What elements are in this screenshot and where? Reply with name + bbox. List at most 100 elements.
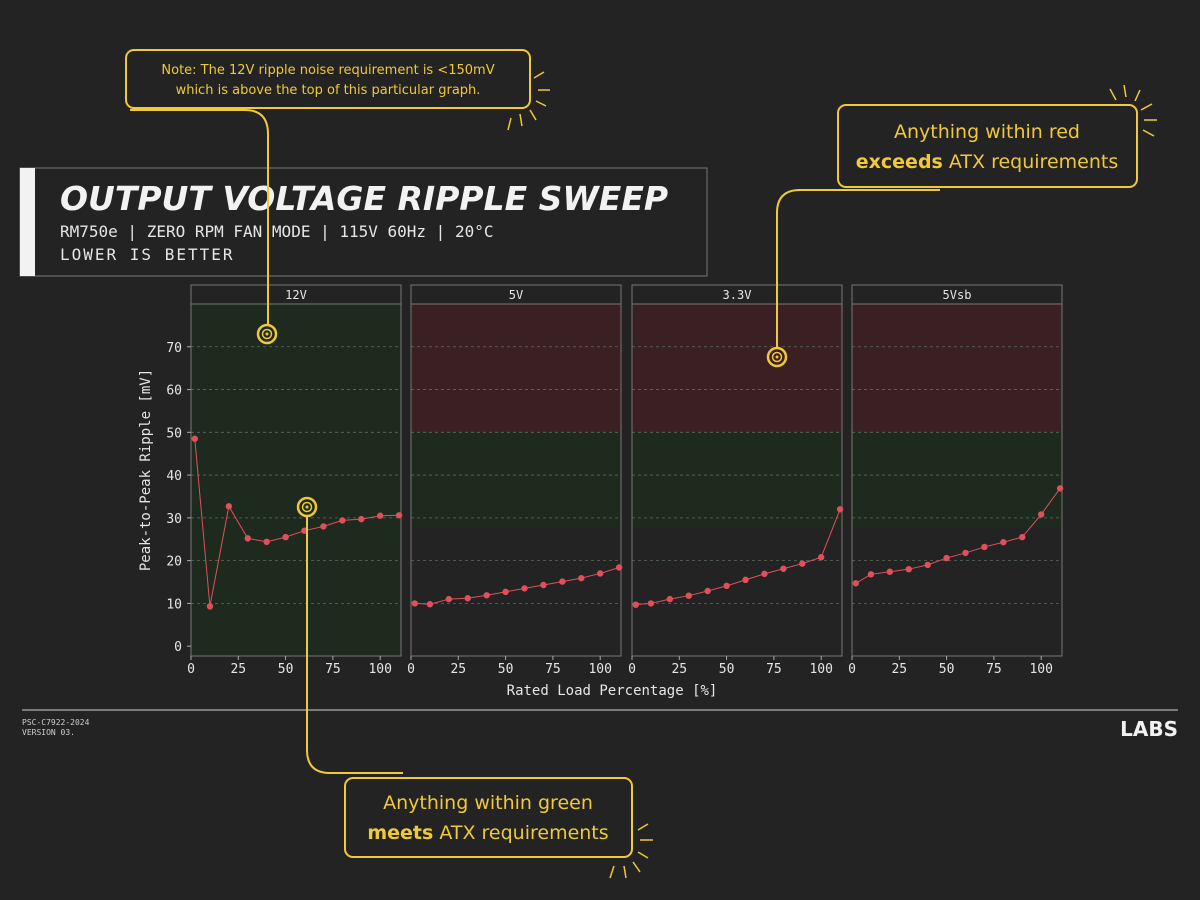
data-point (426, 601, 434, 608)
red-callout-line-2: exceeds ATX requirements (856, 151, 1118, 173)
data-point (559, 578, 566, 585)
data-point (704, 587, 711, 595)
data-point (1000, 539, 1007, 546)
y-tick-label: 60 (166, 384, 182, 399)
green-callout-rest: ATX requirements (433, 822, 608, 844)
panel-frame (851, 303, 1063, 657)
title-block: OUTPUT VOLTAGE RIPPLE SWEEP RM750e | ZER… (19, 167, 708, 277)
data-point (282, 533, 289, 541)
panel-frame (190, 303, 402, 657)
red-zone-callout: Anything within red exceeds ATX requirem… (837, 84, 1157, 188)
data-point (836, 506, 844, 513)
x-tick-label: 25 (891, 662, 907, 677)
data-point (376, 512, 384, 519)
sparkle-icon (507, 71, 550, 131)
title-accent-bar (20, 168, 35, 276)
red-callout-rest: ATX requirements (943, 151, 1118, 173)
green-connector (306, 517, 403, 774)
green-callout-line-1: Anything within green (383, 792, 593, 814)
data-point (502, 588, 509, 596)
note-callout: Note: The 12V ripple noise requirement i… (125, 49, 550, 131)
chart-note: LOWER IS BETTER (60, 245, 235, 264)
data-point (886, 568, 894, 575)
data-point (632, 601, 639, 608)
data-point (395, 512, 403, 519)
x-tick-label: 75 (325, 662, 341, 677)
panel-title: 12V (285, 288, 307, 302)
data-point (1056, 485, 1064, 492)
x-tick-label: 25 (671, 662, 687, 677)
green-callout-bold: meets (367, 822, 433, 844)
data-point (799, 560, 806, 567)
green-zone-callout: Anything within green meets ATX requirem… (344, 777, 653, 879)
fail-zone (411, 304, 621, 433)
panel-title: 5V (509, 288, 523, 302)
y-tick-label: 50 (166, 426, 182, 441)
data-point (981, 543, 988, 551)
y-axis-label: Peak-to-Peak Ripple [mV] (138, 369, 154, 571)
y-tick-label: 0 (174, 640, 182, 655)
chart-subtitle: RM750e | ZERO RPM FAN MODE | 115V 60Hz |… (60, 222, 493, 241)
fail-zone (632, 304, 842, 433)
x-tick-label: 100 (368, 662, 391, 677)
footer-doc-id: PSC-C7922-2024 (22, 718, 90, 727)
y-tick-label: 70 (166, 341, 182, 356)
x-tick-label: 50 (939, 662, 955, 677)
x-tick-label: 75 (766, 662, 782, 677)
data-point (464, 595, 471, 602)
data-point (867, 571, 875, 578)
x-tick-label: 0 (187, 662, 195, 677)
panel-3-3v: 3.3V 0 25 50 75 100 (628, 284, 844, 677)
y-tick-label: 30 (166, 512, 182, 527)
sparkle-icon (609, 823, 653, 879)
series-line (635, 509, 841, 606)
data-point (339, 517, 346, 524)
data-point (225, 503, 233, 510)
data-point (943, 554, 950, 562)
data-point (780, 565, 787, 572)
panel-5v: 5V 0 25 50 75 100 (407, 284, 623, 677)
y-tick-label: 20 (166, 555, 182, 570)
x-tick-label: 25 (230, 662, 246, 677)
data-point (647, 600, 655, 607)
data-point (817, 554, 825, 561)
panel-title: 3.3V (723, 288, 752, 302)
data-point (596, 570, 604, 577)
panel-frame (410, 303, 622, 657)
x-tick-label: 75 (986, 662, 1002, 677)
data-point (445, 595, 453, 603)
x-tick-label: 50 (498, 662, 514, 677)
red-callout-bold: exceeds (856, 151, 943, 173)
sparkle-icon (1109, 84, 1157, 137)
data-point (206, 603, 214, 610)
x-tick-label: 100 (809, 662, 832, 677)
data-point (1019, 533, 1026, 541)
x-tick-label: 100 (1029, 662, 1052, 677)
note-line-2: which is above the top of this particula… (176, 83, 481, 98)
data-point (685, 592, 692, 599)
plot-area: 12V 0 25 50 75 100 5V 0 25 50 75 100 3.3V 0 25 50 75 100 5… (166, 284, 1064, 677)
x-tick-label: 50 (719, 662, 735, 677)
pass-zone (191, 304, 401, 656)
data-point (263, 538, 270, 546)
series-line (414, 566, 620, 605)
x-tick-label: 75 (545, 662, 561, 677)
data-point (852, 580, 859, 587)
target-marker-green (296, 496, 318, 518)
data-point (723, 582, 730, 590)
target-marker-12v (256, 323, 278, 345)
data-point (666, 595, 674, 603)
fail-zone (852, 304, 1062, 433)
x-tick-label: 25 (450, 662, 466, 677)
data-point (483, 592, 490, 599)
panel-frame (631, 303, 843, 657)
red-connector (776, 189, 940, 347)
x-tick-label: 0 (628, 662, 636, 677)
x-tick-label: 50 (278, 662, 294, 677)
note-line-1: Note: The 12V ripple noise requirement i… (161, 63, 494, 78)
chart-title: OUTPUT VOLTAGE RIPPLE SWEEP (60, 179, 668, 218)
data-point (962, 549, 969, 557)
data-point (358, 515, 365, 523)
green-callout-line-2: meets ATX requirements (367, 822, 608, 844)
